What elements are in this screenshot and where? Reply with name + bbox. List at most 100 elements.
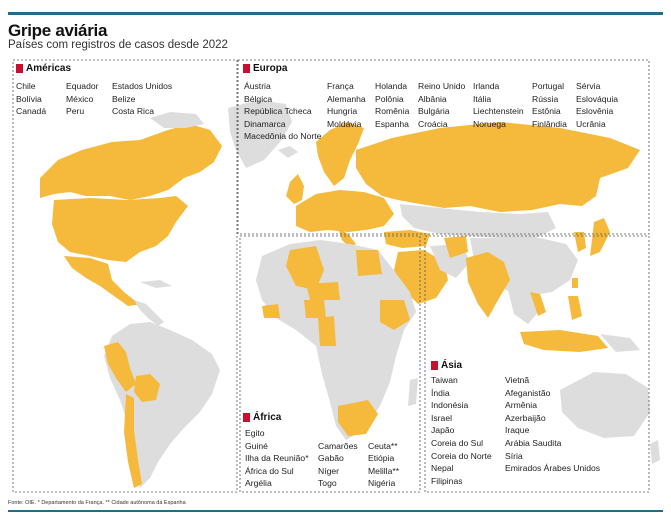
country: Eslovênia	[576, 106, 614, 117]
country: Belize	[112, 93, 136, 104]
europe	[278, 122, 394, 248]
country: Síria	[505, 450, 523, 461]
country: Rússia	[532, 93, 559, 104]
country: República Tcheca	[244, 106, 312, 117]
europe-col-6: Portugal Rússia Estônia Finlândia	[532, 80, 567, 130]
americas-label: Américas	[26, 63, 72, 74]
country: Liechtenstein	[473, 106, 524, 117]
country: Costa Rica	[112, 106, 155, 117]
bottom-rule	[8, 510, 663, 512]
country: Togo	[318, 478, 337, 489]
map-title: Gripe aviária	[8, 21, 108, 40]
chile	[124, 394, 142, 488]
madagascar	[408, 378, 418, 406]
country: Canadá	[16, 106, 47, 117]
red-square-icon	[243, 64, 250, 73]
country: Azerbaijão	[505, 412, 546, 423]
country: Chile	[16, 81, 36, 91]
country: Hungria	[327, 106, 358, 117]
africa	[256, 240, 418, 440]
country: Croácia	[418, 118, 448, 129]
country: Dinamarca	[244, 118, 286, 129]
africa-col-1: Egito Guiné Ilha da Reunião* África do S…	[245, 427, 309, 490]
australia	[560, 372, 650, 438]
italy-greece	[338, 228, 356, 248]
indonesia	[520, 330, 608, 352]
country: Vietnã	[505, 375, 530, 385]
country: Sérvia	[576, 81, 601, 91]
country: Gabão	[318, 453, 344, 464]
country: Moldávia	[327, 118, 362, 129]
country: Romênia	[375, 106, 410, 117]
source-note: Fonte: OIE. * Departamento da França. **…	[8, 500, 186, 506]
new-guinea	[600, 334, 640, 352]
africa-label: África	[253, 412, 282, 423]
uk-ireland	[286, 174, 304, 204]
south-africa	[338, 400, 378, 436]
country: Irlanda	[473, 81, 500, 91]
country: Guiné	[245, 440, 268, 451]
japan	[590, 218, 610, 256]
europe-col-5: Irlanda Itália Liechtenstein Noruega	[473, 80, 524, 130]
country: Noruega	[473, 118, 506, 129]
country: Áustria	[244, 81, 271, 91]
country: Bolívia	[16, 93, 42, 104]
taiwan	[572, 278, 578, 288]
asia-heading: Ásia	[431, 360, 462, 371]
country: Níger	[318, 465, 340, 476]
usa	[52, 196, 188, 262]
india	[466, 252, 510, 318]
country: Egito	[245, 428, 265, 438]
country: Equador	[66, 81, 99, 91]
guinea	[262, 304, 280, 318]
country: Alemanha	[327, 93, 366, 104]
country: Peru	[66, 106, 85, 117]
red-square-icon	[16, 64, 23, 73]
country: Polônia	[375, 93, 404, 104]
asia-col-1: Taiwan Índia Indonésia Israel Japão Core…	[431, 374, 492, 487]
panel-borders	[12, 59, 650, 493]
europe-col-1: Áustria Bélgica República Tcheca Dinamar…	[244, 80, 321, 143]
country: Arábia Saudita	[505, 437, 562, 448]
country: Nepal	[431, 463, 454, 474]
country: Macedônia do Norte	[244, 131, 322, 142]
country: Afeganistão	[505, 387, 551, 398]
central-america	[134, 300, 164, 326]
red-square-icon	[243, 413, 250, 422]
country: Bulgária	[418, 106, 450, 117]
country: Espanha	[375, 118, 409, 129]
country: Coreia do Norte	[431, 450, 492, 461]
americas-col-1: Chile Bolívia Canadá	[16, 80, 46, 118]
country: Índia	[431, 387, 450, 398]
country: África do Sul	[245, 465, 294, 476]
panel-border-africa	[239, 235, 421, 493]
top-rule	[8, 12, 663, 15]
europe-col-3: Holanda Polônia Romênia Espanha	[375, 80, 409, 130]
europe-col-7: Sérvia Eslováquia Eslovênia Ucrânia	[576, 80, 618, 130]
korea	[574, 232, 586, 252]
red-square-icon	[431, 361, 438, 370]
ethiopia	[380, 300, 410, 330]
iceland	[278, 146, 298, 158]
north-america	[40, 100, 292, 326]
africa-land	[256, 240, 416, 440]
country: Japão	[431, 425, 455, 436]
niger	[306, 282, 340, 300]
country: Ucrânia	[576, 118, 606, 129]
country: Holanda	[375, 81, 408, 91]
cuba	[140, 280, 172, 288]
ecuador-peru	[104, 342, 136, 392]
cameroon-gabon	[318, 316, 336, 346]
philippines	[568, 296, 582, 320]
country: Armênia	[505, 400, 537, 411]
egypt	[356, 250, 382, 276]
country: Melilla**	[368, 465, 400, 476]
country: Portugal	[532, 81, 565, 91]
africa-heading: África	[243, 412, 281, 423]
country: Coreia do Sul	[431, 437, 484, 448]
asia-col-2: Vietnã Afeganistão Armênia Azerbaijão Ir…	[505, 374, 600, 475]
panel-border-europe	[237, 59, 650, 235]
kazakhstan-mongolia	[400, 204, 556, 238]
bolivia	[134, 374, 160, 402]
